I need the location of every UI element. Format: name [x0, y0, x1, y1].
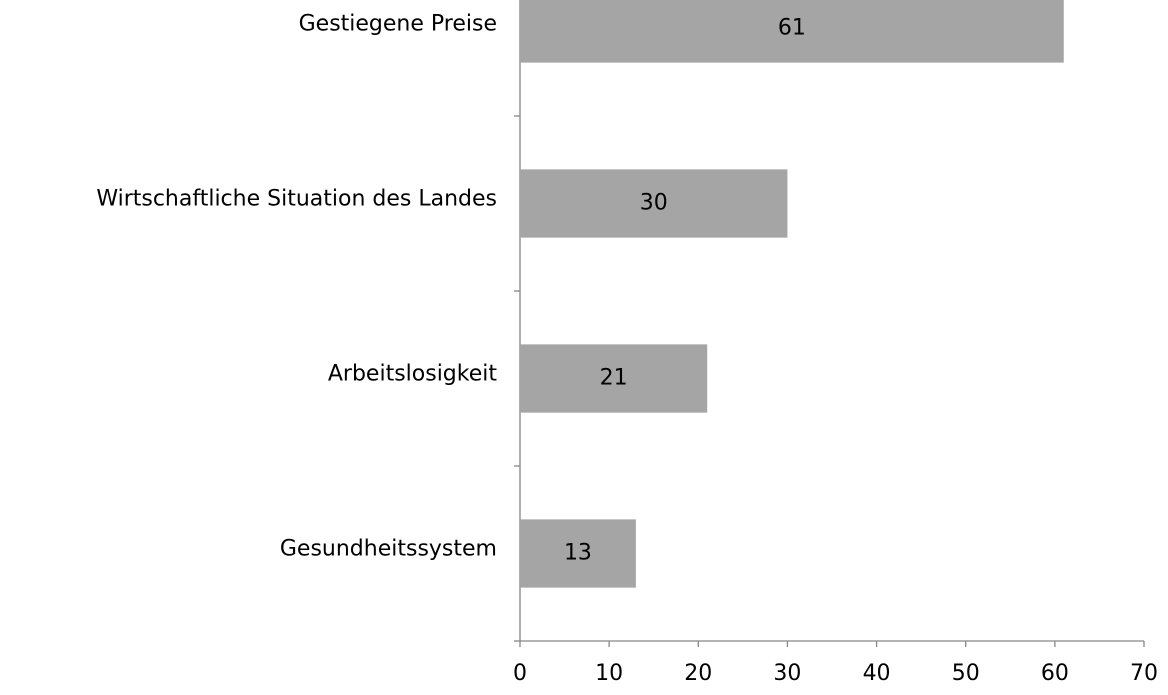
- data-label: 13: [564, 541, 592, 566]
- y-tick-label: Gestiegene Preise: [299, 12, 497, 37]
- data-label: 21: [600, 366, 628, 391]
- data-label: 61: [778, 16, 806, 41]
- x-tick-label: 40: [863, 661, 891, 686]
- x-tick-label: 0: [513, 661, 527, 686]
- x-tick-label: 60: [1041, 661, 1069, 686]
- bar: [520, 0, 1064, 63]
- x-tick-label: 30: [773, 661, 801, 686]
- x-tick-label: 50: [952, 661, 980, 686]
- bar: [520, 344, 708, 413]
- x-tick-label: 20: [684, 661, 712, 686]
- y-tick-label: Gesundheitssystem: [280, 537, 497, 562]
- bar: [520, 519, 636, 588]
- y-tick-label: Wirtschaftliche Situation des Landes: [96, 187, 497, 212]
- data-label: 30: [640, 191, 668, 216]
- x-tick-label: 10: [595, 661, 623, 686]
- x-tick-label: 70: [1130, 661, 1158, 686]
- bar: [520, 169, 788, 238]
- y-tick-label: Arbeitslosigkeit: [328, 362, 498, 387]
